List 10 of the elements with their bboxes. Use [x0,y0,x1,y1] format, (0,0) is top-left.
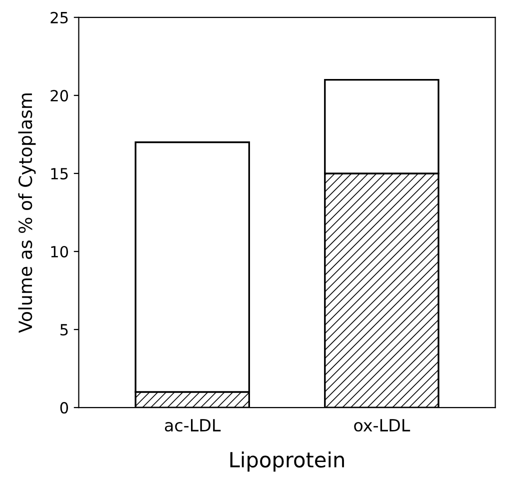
y-tick-label: 5 [60,324,68,336]
y-tick-label: 0 [60,402,68,414]
y-tick-label: 15 [51,168,68,180]
y-tick-label: 10 [51,246,68,258]
y-tick-label: 20 [50,90,68,102]
x-tick-label: ac-LDL [164,419,221,432]
x-axis-title: Lipoprotein [230,451,344,472]
y-tick-label: 25 [50,12,68,24]
y-axis-title: Volume as % of Cytoplasm [18,93,36,333]
x-tick-label: ox-LDL [354,419,410,432]
